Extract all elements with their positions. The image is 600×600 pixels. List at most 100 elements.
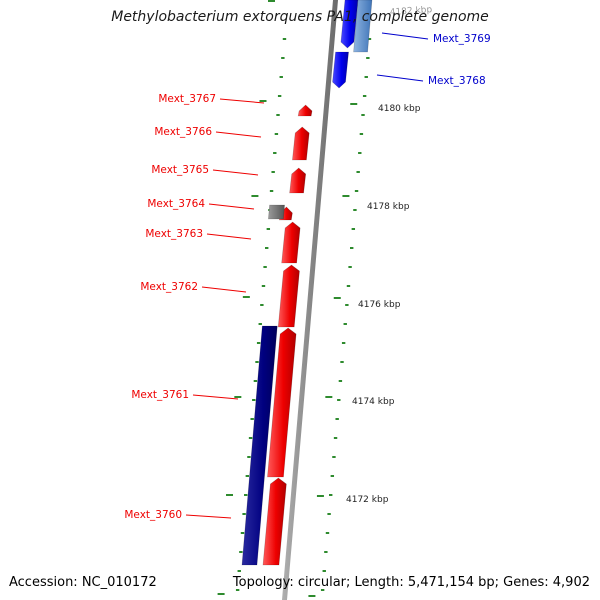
tick-dot (329, 494, 333, 496)
tick-dot (337, 399, 341, 401)
tick-dot (266, 228, 271, 230)
tick-dot (248, 437, 253, 439)
gene-Mext_3761-arrow (267, 327, 297, 478)
gene-label: Mext_3760 (124, 509, 182, 521)
gene-label: Mext_3767 (158, 93, 216, 105)
gene-Mext_3763-arrow (281, 221, 301, 264)
tick-dot (341, 342, 346, 344)
accession-label: Accession: NC_010172 (9, 575, 157, 590)
tick-dot (274, 133, 279, 135)
tick-dot (361, 114, 365, 116)
tick-dot (358, 152, 362, 154)
tick-dot (282, 38, 287, 40)
tick-dot (250, 418, 254, 420)
gene-leader-line (376, 74, 424, 82)
tick-dot (354, 190, 359, 192)
tick-dash (251, 195, 259, 197)
tick-dash (342, 195, 350, 197)
gene-Mext_3769-extra (353, 0, 373, 53)
gene-label: Mext_3762 (140, 281, 198, 293)
tick-dot (239, 551, 243, 553)
gene-leader-line (208, 203, 255, 210)
dark-feature-block (241, 325, 278, 566)
tick-dot (330, 475, 335, 477)
tick-label: 4174 kbp (352, 397, 395, 407)
tick-dot (333, 437, 338, 439)
tick-dot (364, 76, 368, 78)
gene-label: Mext_3768 (428, 75, 486, 87)
tick-dot (338, 380, 343, 382)
genome-backbone (282, 0, 338, 600)
tick-dot (322, 570, 326, 572)
gene-leader-line (212, 169, 259, 176)
tick-dot (237, 570, 241, 572)
tick-dot (245, 475, 250, 477)
tick-dot (244, 494, 248, 496)
tick-dot (348, 266, 352, 268)
tick-dot (242, 513, 246, 515)
tick-dot (263, 266, 267, 268)
tick-dash (333, 297, 341, 299)
gene-leader-line (381, 32, 429, 40)
tick-dash (234, 396, 242, 398)
tick-dot (265, 247, 269, 249)
tick-dash (217, 593, 225, 595)
tick-label: 4178 kbp (367, 202, 410, 212)
tick-dot (335, 418, 339, 420)
gene-leader-line (215, 131, 262, 138)
gene-label: Mext_3763 (145, 228, 203, 240)
tick-dot (340, 361, 344, 363)
gene-Mext_3768-arrow (332, 51, 349, 89)
tick-dot (271, 171, 275, 173)
tick-dot (350, 247, 354, 249)
gene-Mext_3765-arrow (289, 167, 307, 194)
tick-dot (346, 285, 351, 287)
tick-dot (276, 114, 280, 116)
tick-dash (316, 495, 324, 497)
tick-dash (226, 494, 234, 496)
tick-dot (327, 513, 331, 515)
gene-label: Mext_3764 (147, 198, 205, 210)
tick-dot (260, 304, 264, 306)
tick-dot (366, 57, 370, 59)
tick-dot (273, 152, 277, 154)
map-title: Methylobacterium extorquens PA1, complet… (111, 9, 489, 25)
gene-Mext_3767-arrow (297, 104, 313, 117)
tick-dot (320, 589, 325, 591)
tick-dash (242, 296, 250, 298)
tick-dash (350, 103, 358, 105)
tick-dot (343, 323, 347, 325)
tick-dot (332, 456, 336, 458)
genome-summary: Topology: circular; Length: 5,471,154 bp… (232, 575, 590, 590)
gene-Mext_3762-arrow (277, 264, 300, 328)
gene-Mext_3764-other (268, 204, 285, 220)
gene-leader-line (192, 394, 239, 400)
gene-label: Mext_3769 (433, 33, 491, 45)
gene-leader-line (219, 98, 265, 104)
tick-label: 4172 kbp (346, 495, 389, 505)
tick-dot (279, 76, 283, 78)
tick-label: 4180 kbp (378, 104, 421, 114)
tick-dash (268, 0, 275, 2)
tick-label: 4176 kbp (358, 300, 401, 310)
tick-dot (281, 57, 285, 59)
tick-dot (261, 285, 266, 287)
gene-Mext_3766-arrow (292, 126, 310, 161)
tick-dash (325, 396, 333, 398)
tick-dot (258, 323, 262, 325)
tick-dot (362, 95, 367, 97)
gene-leader-line (185, 514, 232, 519)
gene-leader-line (206, 233, 252, 240)
gene-label: Mext_3766 (154, 126, 212, 138)
tick-dot (351, 228, 356, 230)
tick-dot (356, 171, 360, 173)
gene-label: Mext_3765 (151, 164, 209, 176)
tick-dash (308, 595, 316, 597)
tick-dot (247, 456, 251, 458)
tick-dot (359, 133, 364, 135)
gene-label: Mext_3761 (131, 389, 189, 401)
tick-dot (277, 95, 282, 97)
tick-label: 4182 kbp (390, 5, 433, 18)
tick-dot (367, 38, 372, 40)
